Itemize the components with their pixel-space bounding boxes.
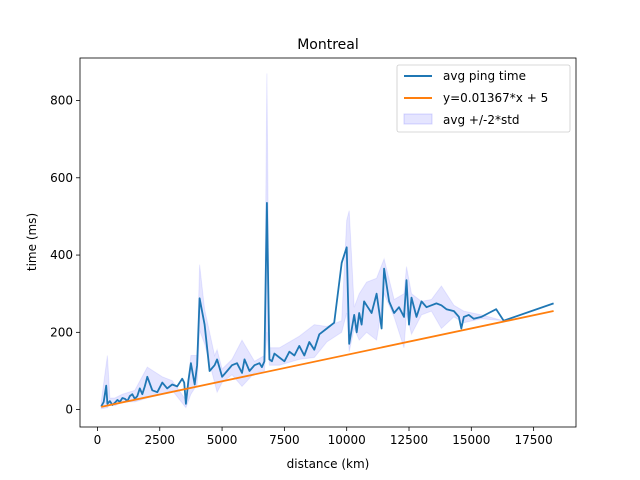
x-tick-label: 15000 — [452, 433, 490, 447]
y-tick-label: 800 — [50, 94, 73, 108]
y-tick-label: 0 — [65, 403, 73, 417]
x-tick-label: 5000 — [207, 433, 238, 447]
x-axis-ticks: 0 2500 5000 7500 10000 12500 15000 17500 — [94, 427, 553, 447]
y-tick-label: 200 — [50, 325, 73, 339]
series-line-avg-ping — [100, 201, 554, 407]
series-lines-layer — [100, 201, 554, 408]
x-tick-label: 0 — [94, 433, 102, 447]
legend-label-avg-ping: avg ping time — [443, 69, 526, 83]
y-axis-label: time (ms) — [25, 213, 39, 271]
x-axis-label: distance (km) — [287, 457, 370, 471]
legend: avg ping time y=0.01367*x + 5 avg +/-2*s… — [396, 64, 571, 133]
x-tick-label: 10000 — [328, 433, 366, 447]
y-tick-label: 600 — [50, 171, 73, 185]
legend-label-std-band: avg +/-2*std — [443, 113, 520, 127]
x-tick-label: 2500 — [144, 433, 175, 447]
axes-frame — [79, 57, 577, 428]
y-tick-label: 400 — [50, 248, 73, 262]
y-axis-ticks: 0 200 400 600 800 — [50, 94, 80, 417]
x-tick-label: 17500 — [515, 433, 553, 447]
x-tick-label: 12500 — [390, 433, 428, 447]
series-line-fit — [101, 310, 554, 408]
legend-swatch-std-band — [403, 113, 433, 125]
x-tick-label: 7500 — [269, 433, 300, 447]
legend-box — [396, 64, 571, 133]
chart-title: Montreal — [297, 37, 359, 53]
legend-label-fit-line: y=0.01367*x + 5 — [443, 91, 548, 105]
